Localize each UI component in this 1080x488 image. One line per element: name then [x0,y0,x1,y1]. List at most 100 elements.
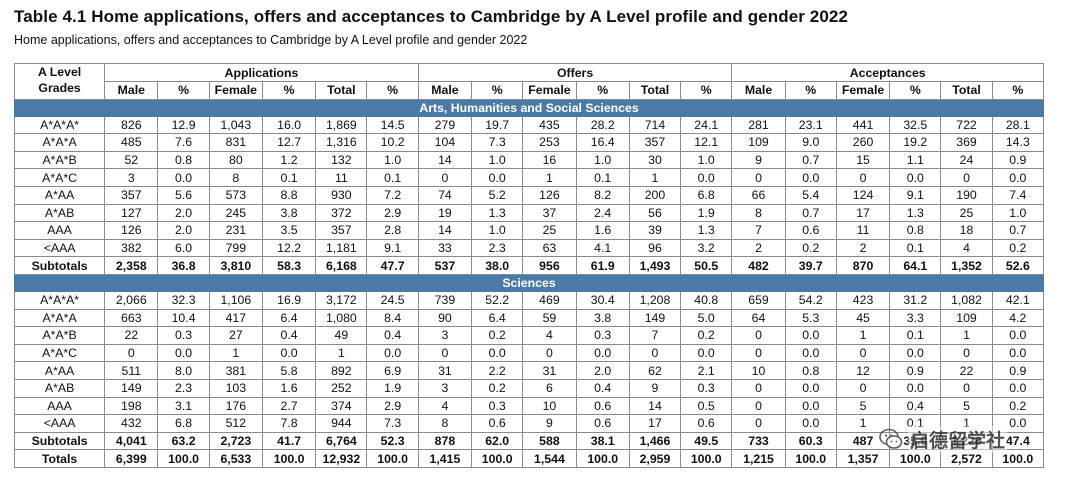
table-cell: 6,399 [104,449,159,468]
table-cell: 4 [522,326,577,345]
table-cell: 944 [315,414,368,433]
table-cell: 9 [522,414,577,433]
row-label: AAA [13,221,106,240]
table-cell: 0.5 [680,396,733,416]
row-label: A*AB [13,378,106,398]
table-body: Arts, Humanities and Social Sciences A*A*… [13,98,1045,468]
table-cell: 7.8 [261,414,317,433]
table-cell: 17 [628,414,682,433]
table-cell: 149 [104,378,159,398]
table-cell: 52.3 [366,431,419,451]
table-cell: 19 [417,203,473,223]
table-cell: 7 [731,221,786,240]
table-cell: 52.2 [471,290,524,310]
table-cell: 2 [835,238,891,258]
row-label: <AAA [13,414,106,433]
table-cell: 126 [104,221,159,240]
table-cell: 0.0 [680,168,733,187]
column-header: Male [417,81,473,100]
table-cell: 14 [628,396,682,416]
table-cell: 16 [522,150,577,170]
column-header: % [575,81,630,100]
table-cell: 190 [940,185,993,205]
table-cell: 1.6 [575,221,630,240]
table-cell: 5.0 [680,308,733,328]
table-cell: 200 [628,185,682,205]
table-cell: 3 [104,168,159,187]
table-cell: 6.9 [366,361,419,380]
table-cell: 6.4 [261,308,317,328]
row-label: A*A*C [13,168,106,187]
table-cell: 739 [417,290,473,310]
table-cell: 0.0 [889,343,942,363]
table-row: <AAA 382 6.0 799 12.2 1,181 9.1 33 2.3 63 4.1 96 3.2… [13,238,1045,258]
table-cell: 38.0 [471,256,524,275]
table-cell: 8.4 [366,308,419,328]
table-cell: 1,082 [940,290,993,310]
table-cell: 100.0 [366,449,419,468]
table-cell: 0.1 [889,238,942,258]
row-label: AAA [13,396,106,416]
table-cell: 0.0 [471,168,524,187]
table-cell: 0.0 [991,378,1045,398]
column-header: % [366,81,419,100]
table-cell: 32.5 [889,115,942,135]
table-cell: 3.1 [157,396,210,416]
table-cell: 39.7 [784,256,837,275]
table-cell: 0.7 [784,203,837,223]
table-row: A*AB 127 2.0 245 3.8 372 2.9 19 1.3 37 2.4 56 1.9 8 0.… [13,203,1045,223]
table-row: AAA 198 3.1 176 2.7 374 2.9 4 0.3 10 0.6 14 0.5 0 0.0 5… [13,396,1045,416]
section-title: Arts, Humanities and Social Sciences [14,98,1044,117]
table-cell: 0 [731,396,786,416]
table-cell: 1.1 [889,150,942,170]
table-cell: 0.0 [575,343,630,363]
table-cell: 59 [522,308,577,328]
table-cell: 5 [835,396,891,416]
table-cell: 3,172 [315,290,368,310]
table-cell: 432 [104,414,159,433]
table-cell: 63.2 [157,431,210,451]
table-cell: 0.7 [991,221,1045,240]
column-header: % [471,81,524,100]
table-cell: 281 [731,115,786,135]
table-cell: 17 [835,203,891,223]
table-cell: 4.1 [575,238,630,258]
table-row: A*AA 357 5.6 573 8.8 930 7.2 74 5.2 126 8.2 200 6.8 6… [13,185,1045,205]
table-cell: 54.2 [784,290,837,310]
table-cell: 1.3 [889,203,942,223]
table-cell: 0.9 [889,361,942,380]
table-cell: 2.1 [680,361,733,380]
table-cell: 100.0 [261,449,317,468]
table-cell: 1,043 [208,115,263,135]
table-cell: 357 [104,185,159,205]
table-cell: 2.0 [157,221,210,240]
table-row: A*A*C 3 0.0 8 0.1 11 0.1 0 0.0 1 0.1 1 0.0 0 0.0 0 0.0 0 0… [13,168,1045,187]
column-header: % [261,81,317,100]
table-cell: 6.0 [157,238,210,258]
table-cell: 52 [104,150,159,170]
row-label: A*A*A [13,308,106,328]
table-cell: 2,959 [628,449,682,468]
row-label: A*A*A* [13,115,106,135]
table-cell: 2,066 [104,290,159,310]
table-cell: 374 [315,396,368,416]
table-cell: 52.6 [991,256,1045,275]
table-cell: 1,352 [940,256,993,275]
column-header: Male [731,81,786,100]
table-cell: 2,358 [104,256,159,275]
column-header: Female [835,81,891,100]
table-cell: 5.2 [471,185,524,205]
table-cell: 36.8 [157,256,210,275]
table-cell: 1.0 [991,203,1045,223]
table-cell: 37 [522,203,577,223]
table-cell: 0.3 [680,378,733,398]
table-cell: 12,932 [315,449,368,468]
table-cell: 100.0 [680,449,733,468]
table-cell: 0 [940,343,993,363]
table-cell: 1.0 [471,221,524,240]
table-cell: 245 [208,203,263,223]
table-cell: 0 [835,378,891,398]
table-row: A*AB 149 2.3 103 1.6 252 1.9 3 0.2 6 0.4 9 0.3 0 0.0 0 0… [13,378,1045,398]
row-label: A*AA [13,185,106,205]
table-cell: 0.6 [680,414,733,433]
